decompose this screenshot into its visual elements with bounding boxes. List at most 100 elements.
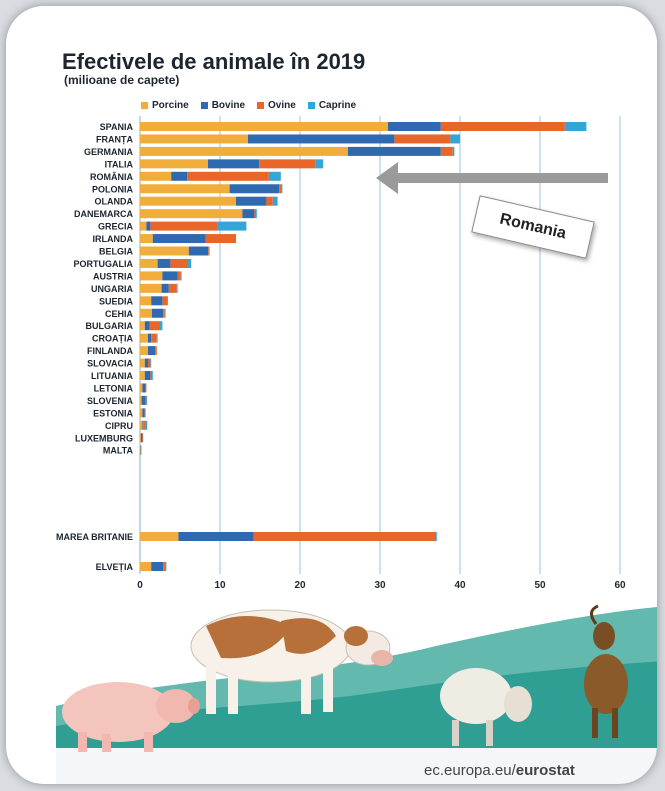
bar-porcine bbox=[140, 134, 248, 144]
bar-porcine bbox=[140, 171, 172, 181]
category-label: ITALIA bbox=[105, 159, 134, 169]
legend-item-bovine: Bovine bbox=[200, 100, 245, 111]
bar-ovine bbox=[163, 308, 165, 318]
category-label: LUXEMBURG bbox=[75, 433, 133, 443]
bar-porcine bbox=[140, 321, 145, 331]
bar-caprine bbox=[188, 258, 192, 268]
bar-caprine bbox=[452, 146, 455, 156]
cow-icon bbox=[190, 609, 393, 714]
bar-caprine bbox=[140, 445, 142, 455]
bar-caprine bbox=[167, 296, 168, 306]
legend-label-ovine: Ovine bbox=[268, 100, 296, 111]
bar-caprine bbox=[436, 532, 437, 541]
category-label: FINLANDA bbox=[87, 346, 133, 356]
category-label: CROAȚIA bbox=[92, 334, 133, 344]
category-label: CIPRU bbox=[105, 421, 133, 431]
bar-caprine bbox=[180, 271, 182, 281]
bar-ovine bbox=[187, 171, 269, 181]
bar-ovine bbox=[142, 433, 144, 443]
bar-caprine bbox=[152, 371, 153, 380]
arrow-head bbox=[376, 162, 398, 194]
category-label: ESTONIA bbox=[93, 408, 133, 418]
x-tick-label: 40 bbox=[454, 580, 466, 591]
category-label: UNGARIA bbox=[91, 284, 133, 294]
bar-ovine bbox=[149, 321, 160, 331]
bar-ovine bbox=[440, 146, 453, 156]
bar-bovine bbox=[151, 562, 164, 571]
pig-icon bbox=[62, 682, 200, 752]
legend-swatch-porcine bbox=[141, 102, 148, 109]
bar-ovine bbox=[279, 184, 282, 194]
category-label: LETONIA bbox=[94, 383, 134, 393]
bar-porcine bbox=[140, 532, 179, 541]
bar-caprine bbox=[176, 283, 178, 293]
bar-porcine bbox=[140, 371, 145, 380]
bar-caprine bbox=[450, 134, 460, 144]
bar-bovine bbox=[152, 308, 164, 318]
bar-porcine bbox=[140, 408, 143, 418]
landscape-illustration bbox=[56, 604, 657, 784]
bar-porcine bbox=[140, 122, 388, 131]
category-label: DANEMARCA bbox=[74, 209, 133, 219]
legend-swatch-caprine bbox=[307, 102, 315, 109]
category-label: SLOVACIA bbox=[87, 359, 133, 369]
x-tick-label: 50 bbox=[534, 580, 546, 591]
bar-porcine bbox=[140, 562, 152, 571]
category-label: FRANȚA bbox=[96, 134, 133, 144]
bar-porcine bbox=[140, 159, 208, 169]
bar-caprine bbox=[217, 221, 247, 231]
bar-bovine bbox=[208, 159, 260, 169]
bar-ovine bbox=[163, 562, 166, 571]
bar-porcine bbox=[140, 196, 236, 206]
ground-strip bbox=[56, 748, 657, 784]
category-label: ROMÂNIA bbox=[90, 171, 133, 182]
goat-icon bbox=[584, 604, 628, 738]
bar-ovine bbox=[150, 221, 218, 231]
bar-bovine bbox=[229, 184, 280, 194]
bar-ovine bbox=[205, 234, 236, 244]
source-domain: ec.europa.eu/ bbox=[424, 762, 516, 779]
bar-bovine bbox=[157, 258, 171, 268]
chart-title: Efectivele de animale în 2019 bbox=[62, 49, 366, 74]
bar-ovine bbox=[145, 395, 147, 405]
bar-caprine bbox=[272, 196, 278, 206]
category-label: LITUANIA bbox=[91, 371, 133, 381]
bar-ovine bbox=[253, 532, 436, 541]
bar-bovine bbox=[142, 383, 146, 393]
category-label: MALTA bbox=[103, 446, 134, 456]
legend-swatch-bovine bbox=[200, 102, 208, 109]
category-label: CEHIA bbox=[105, 309, 134, 319]
category-labels: SPANIA FRANȚA GERMANIA ITALIA ROMÂNIA POLONIA… bbox=[56, 122, 133, 572]
bar-bovine bbox=[141, 395, 146, 405]
bar-bovine bbox=[188, 246, 208, 256]
bar-ovine bbox=[162, 296, 168, 306]
bar-bovine bbox=[144, 371, 151, 380]
source-brand: eurostat bbox=[515, 762, 575, 779]
bar-bovine bbox=[146, 221, 151, 231]
sheep-icon bbox=[440, 668, 532, 746]
category-label: BULGARIA bbox=[86, 321, 134, 331]
bar-porcine bbox=[140, 184, 230, 194]
bar-porcine bbox=[140, 445, 141, 455]
category-label: GRECIA bbox=[98, 222, 134, 232]
bar-porcine bbox=[140, 358, 145, 368]
bar-caprine bbox=[165, 562, 167, 571]
bar-porcine bbox=[140, 420, 143, 430]
bar-ovine bbox=[259, 159, 316, 169]
bar-ovine bbox=[144, 408, 146, 418]
bar-ovine bbox=[150, 371, 152, 380]
bar-caprine bbox=[164, 308, 166, 318]
bar-bovine bbox=[144, 321, 150, 331]
bar-caprine bbox=[146, 395, 148, 405]
bar-ovine bbox=[168, 283, 177, 293]
bar-caprine bbox=[150, 358, 152, 368]
bar-ovine bbox=[170, 258, 188, 268]
legend-item-porcine: Porcine bbox=[141, 100, 189, 111]
bar-porcine bbox=[140, 271, 163, 281]
bar-caprine bbox=[145, 420, 148, 430]
legend-swatch-ovine bbox=[257, 102, 265, 109]
chart-legend: Porcine Bovine Ovine Caprine bbox=[141, 100, 356, 111]
bar-bovine bbox=[388, 122, 441, 131]
category-label: IRLANDA bbox=[93, 234, 134, 244]
bar-bovine bbox=[162, 271, 178, 281]
